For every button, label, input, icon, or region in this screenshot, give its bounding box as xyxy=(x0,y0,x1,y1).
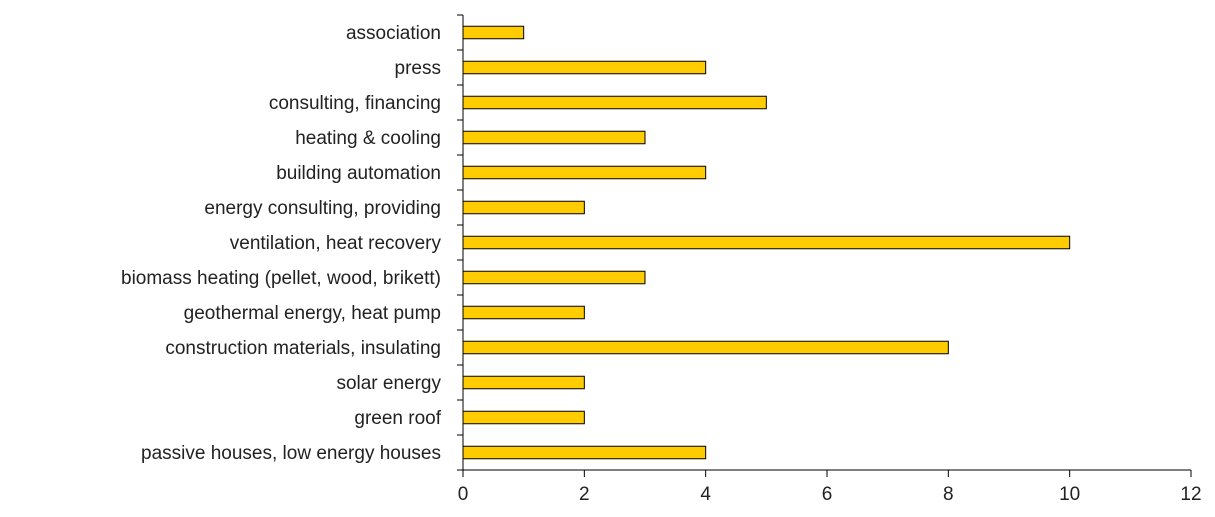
bar-6 xyxy=(462,235,1071,250)
bar-10 xyxy=(462,375,585,390)
category-label-7: biomass heating (pellet, wood, brikett) xyxy=(121,268,441,289)
category-label-0: association xyxy=(346,23,441,44)
bar-7 xyxy=(462,270,646,285)
category-label-3: heating & cooling xyxy=(295,128,441,149)
bar-0 xyxy=(462,25,525,40)
x-tick-label-0: 0 xyxy=(458,484,469,505)
x-tick-label-5: 10 xyxy=(1059,484,1080,505)
x-tick-label-6: 12 xyxy=(1180,484,1201,505)
bar-1 xyxy=(462,60,707,75)
bar-5 xyxy=(462,200,585,215)
category-label-12: passive houses, low energy houses xyxy=(141,443,441,464)
bar-12 xyxy=(462,445,707,460)
x-tick-label-4: 8 xyxy=(943,484,954,505)
bar-9 xyxy=(462,340,949,355)
bar-11 xyxy=(462,410,585,425)
x-tick-label-3: 6 xyxy=(822,484,833,505)
category-label-5: energy consulting, providing xyxy=(204,198,441,219)
axes xyxy=(457,14,1192,477)
category-label-8: geothermal energy, heat pump xyxy=(184,303,441,324)
x-tick-labels: 0 2 4 6 8 10 12 xyxy=(458,484,1202,505)
bar-8 xyxy=(462,305,585,320)
bar-3 xyxy=(462,130,646,145)
category-label-4: building automation xyxy=(276,163,441,184)
category-label-11: green roof xyxy=(354,408,441,429)
category-label-10: solar energy xyxy=(336,373,441,394)
x-tick-label-1: 2 xyxy=(579,484,590,505)
bar-4 xyxy=(462,165,707,180)
category-label-1: press xyxy=(395,58,441,79)
bars-layer xyxy=(462,25,1071,460)
category-label-6: ventilation, heat recovery xyxy=(230,233,442,254)
category-label-2: consulting, financing xyxy=(269,93,441,114)
category-labels: association press consulting, financing hea… xyxy=(121,23,442,464)
bar-2 xyxy=(462,95,767,110)
category-label-9: construction materials, insulating xyxy=(165,338,441,359)
x-tick-label-2: 4 xyxy=(700,484,711,505)
